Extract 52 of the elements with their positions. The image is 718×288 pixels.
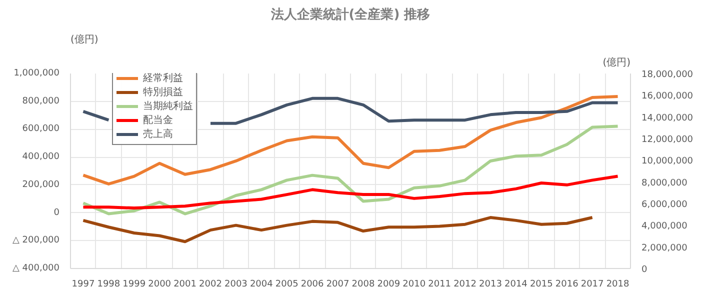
x-tick-label: 2013: [479, 280, 502, 288]
y2-tick-label: 8,000,000: [642, 178, 688, 188]
x-tick-label: 2000: [148, 280, 172, 288]
y-tick-label: 600,000: [22, 124, 60, 134]
legend-label: 特別損益: [143, 86, 183, 99]
line-series: [82, 94, 620, 186]
y2-tick-label: 14,000,000: [642, 113, 694, 124]
x-tick-label: 2010: [402, 280, 426, 288]
x-tick-label: 2017: [580, 280, 604, 288]
x-tick-label: 2006: [300, 280, 324, 288]
x-tick-label: 2012: [454, 280, 476, 288]
x-tick-label: 2016: [555, 280, 579, 288]
x-tick-label: 1999: [122, 280, 146, 288]
chart-title: 法人企業統計(全産業) 推移: [270, 6, 430, 22]
x-tick-label: 2018: [606, 280, 630, 288]
legend-label: 当期純利益: [143, 100, 193, 113]
x-tick-label: 1997: [72, 280, 95, 288]
x-tick-label: 2014: [504, 280, 528, 288]
x-tick-label: 2009: [377, 280, 400, 288]
line-series: [82, 174, 620, 210]
y2-tick-label: 12,000,000: [642, 135, 694, 145]
y2-tick-label: 16,000,000: [642, 92, 694, 102]
y-tick-label: 1,000,000: [14, 68, 60, 78]
y-axis-title: (億円): [70, 34, 98, 46]
x-tick-label: 2001: [174, 280, 196, 288]
y2-tick-label: 0: [642, 265, 648, 275]
legend-label: 売上高: [143, 128, 173, 141]
x-tick-label: 2002: [199, 280, 222, 288]
y-tick-label: △ 200,000: [12, 236, 60, 246]
legend-label: 配当金: [143, 114, 173, 127]
y2-tick-label: 4,000,000: [642, 222, 688, 232]
x-tick-label: 2004: [250, 280, 274, 288]
y2-tick-label: 10,000,000: [642, 156, 694, 167]
y-tick-label: 400,000: [22, 152, 60, 162]
y-tick-label: 200,000: [22, 180, 60, 190]
x-tick-label: 2005: [275, 280, 298, 288]
y2-tick-label: 2,000,000: [642, 243, 688, 254]
x-tick-label: 2008: [352, 280, 375, 288]
x-tick-label: 2007: [326, 280, 350, 288]
y-tick-label: 800,000: [22, 96, 60, 106]
x-tick-label: 2011: [428, 280, 452, 288]
y2-axis-title: (億円): [602, 56, 631, 68]
legend-label: 経常利益: [143, 72, 183, 85]
y-tick-label: 0: [54, 208, 60, 218]
x-tick-label: 1998: [97, 280, 120, 288]
x-tick-label: 2003: [224, 280, 248, 288]
line-series: [82, 216, 594, 244]
line-series: [82, 124, 620, 216]
y-tick-label: △ 400,000: [12, 264, 60, 274]
y2-tick-label: 6,000,000: [642, 200, 688, 210]
y2-tick-label: 18,000,000: [642, 70, 694, 80]
x-tick-label: 2015: [530, 280, 553, 288]
